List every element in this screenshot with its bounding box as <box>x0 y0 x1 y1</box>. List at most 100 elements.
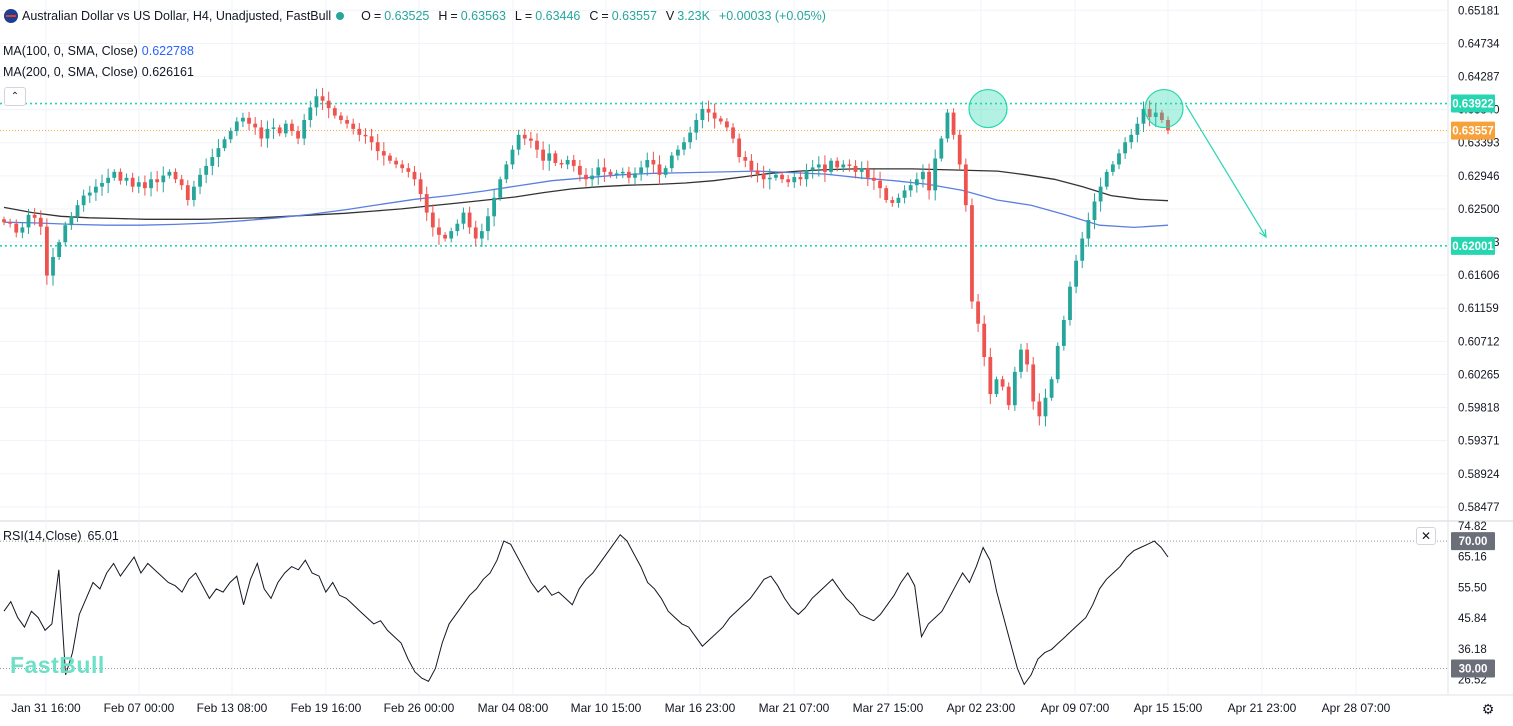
candle-body <box>461 212 466 224</box>
candle-body <box>216 148 221 158</box>
candle-body <box>492 197 497 217</box>
candle-body <box>143 182 147 189</box>
candle-body <box>1153 112 1158 118</box>
candle-body <box>633 173 637 178</box>
price-tick-label: 0.65181 <box>1458 5 1500 17</box>
candle-body <box>271 127 276 129</box>
candle-body <box>1006 386 1011 406</box>
candle-body <box>669 155 674 169</box>
price-tick-label: 0.61606 <box>1458 270 1500 282</box>
candle-body <box>124 177 129 181</box>
time-tick-label: Jan 31 16:00 <box>11 701 81 715</box>
close-rsi-button[interactable]: ✕ <box>1416 527 1436 545</box>
candle-body <box>988 357 993 395</box>
candle-body <box>179 179 184 186</box>
volume-label: V <box>665 9 675 23</box>
candle-body <box>20 227 25 233</box>
candle-body <box>541 149 546 161</box>
candle-body <box>38 217 43 227</box>
candle-body <box>571 160 576 166</box>
candle-body <box>498 179 503 198</box>
candle-body <box>761 174 766 180</box>
candle-body <box>859 168 864 172</box>
price-tag-resistance: 0.63922 <box>1452 99 1494 111</box>
low-value: 0.63446 <box>535 9 581 23</box>
candle-body <box>296 131 300 139</box>
rsi-tick-label: 74.82 <box>1458 521 1487 533</box>
rsi-label: RSI(14,Close) <box>3 529 82 543</box>
candle-body <box>130 177 135 187</box>
candle-body <box>1025 349 1029 365</box>
candle-body <box>69 216 74 226</box>
candle-body <box>1166 120 1170 131</box>
candle-body <box>963 164 968 206</box>
candle-body <box>1049 379 1054 398</box>
candle-body <box>504 164 509 180</box>
price-axis: 0.651810.647340.642870.638400.633930.629… <box>1458 5 1500 514</box>
grid <box>0 0 1513 696</box>
rsi-level-tag-bg <box>1451 659 1495 678</box>
candle-body <box>767 177 772 180</box>
candle-body <box>902 190 907 198</box>
chart-header: Australian Dollar vs US Dollar, H4, Unad… <box>4 9 826 23</box>
candle-body <box>228 131 233 140</box>
candle-body <box>326 100 331 109</box>
candle-body <box>835 160 840 168</box>
price-tick-label: 0.62500 <box>1458 204 1500 216</box>
rsi-tick-label: 36.18 <box>1458 644 1487 656</box>
candle-body <box>8 222 13 224</box>
price-tick-label: 0.58477 <box>1458 502 1500 514</box>
candle-body <box>265 128 270 139</box>
candle-body <box>283 123 288 134</box>
annotations <box>968 88 1267 239</box>
candle-body <box>314 96 319 108</box>
time-axis: Jan 31 16:00 Feb 07 00:00 Feb 13 08:00 Feb … <box>11 701 1390 715</box>
open-value: 0.63525 <box>384 9 430 23</box>
candle-body <box>651 160 656 165</box>
candle-body <box>357 128 362 135</box>
candle-body <box>388 155 392 161</box>
ma200-line <box>3 168 1169 220</box>
candle-body <box>853 165 858 172</box>
candle-body <box>222 139 227 149</box>
price-tick-label: 0.59371 <box>1458 436 1500 448</box>
time-tick-label: Apr 28 07:00 <box>1322 701 1391 715</box>
candle-body <box>663 168 668 175</box>
rsi-tick-label: 45.84 <box>1458 613 1487 625</box>
candle-body <box>914 179 919 186</box>
rsi-legend[interactable]: RSI(14,Close) 65.01 <box>3 529 119 543</box>
candle-body <box>1074 260 1079 287</box>
candle-body <box>792 177 797 183</box>
collapse-legend-button[interactable]: ⌃ <box>4 87 26 106</box>
candle-body <box>32 214 37 218</box>
arrow-head <box>1258 229 1267 239</box>
candle-body <box>731 127 735 139</box>
price-tag-current-bg <box>1451 121 1495 140</box>
candle-body <box>620 171 625 174</box>
time-tick-label: Feb 13 08:00 <box>197 701 268 715</box>
price-tick-label: 0.60265 <box>1458 369 1500 381</box>
candle-body <box>1037 401 1042 417</box>
candle-body <box>810 167 815 171</box>
candle-body <box>718 118 723 122</box>
candle-body <box>602 167 607 172</box>
candle-body <box>816 164 821 168</box>
candle-body <box>1098 186 1103 202</box>
candle-body <box>1043 397 1048 417</box>
candle-body <box>437 227 441 235</box>
candle-body <box>872 177 876 181</box>
candle-body <box>1141 108 1146 124</box>
price-tick-label: 0.59818 <box>1458 403 1500 415</box>
ma200-legend[interactable]: MA(200, 0, SMA, Close) 0.626161 <box>3 65 194 79</box>
rsi-tick-label: 65.16 <box>1458 552 1487 564</box>
candle-body <box>51 257 55 276</box>
candle-body <box>559 162 564 165</box>
gear-icon[interactable]: ⚙ <box>1481 701 1495 717</box>
candle-body <box>424 194 429 213</box>
high-value: 0.63563 <box>460 9 506 23</box>
candle-body <box>1055 345 1060 380</box>
candle-body <box>577 165 582 175</box>
candle-body <box>1135 123 1140 135</box>
ma100-legend[interactable]: MA(100, 0, SMA, Close) 0.622788 <box>3 44 194 58</box>
